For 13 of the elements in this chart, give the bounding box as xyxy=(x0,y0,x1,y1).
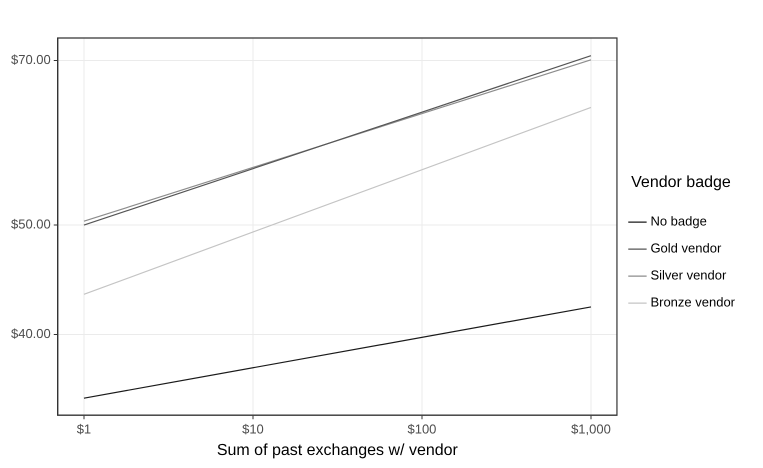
legend-label: Gold vendor xyxy=(650,240,722,256)
legend-label: No badge xyxy=(650,214,707,229)
x-tick-label: $10 xyxy=(242,422,264,437)
x-axis-title: Sum of past exchanges w/ vendor xyxy=(216,442,459,459)
x-tick-label: $100 xyxy=(407,422,436,437)
x-tick-label: $1,000 xyxy=(571,422,611,437)
x-tick-label: $1 xyxy=(76,422,92,437)
y-tick-label: $70.00 xyxy=(10,52,51,68)
legend-title: Vendor badge xyxy=(631,174,731,191)
y-tick-label: $50.00 xyxy=(10,216,51,232)
y-tick-label: $40.00 xyxy=(10,326,51,341)
legend-label: Silver vendor xyxy=(650,268,727,283)
legend-label: Bronze vendor xyxy=(650,294,736,310)
